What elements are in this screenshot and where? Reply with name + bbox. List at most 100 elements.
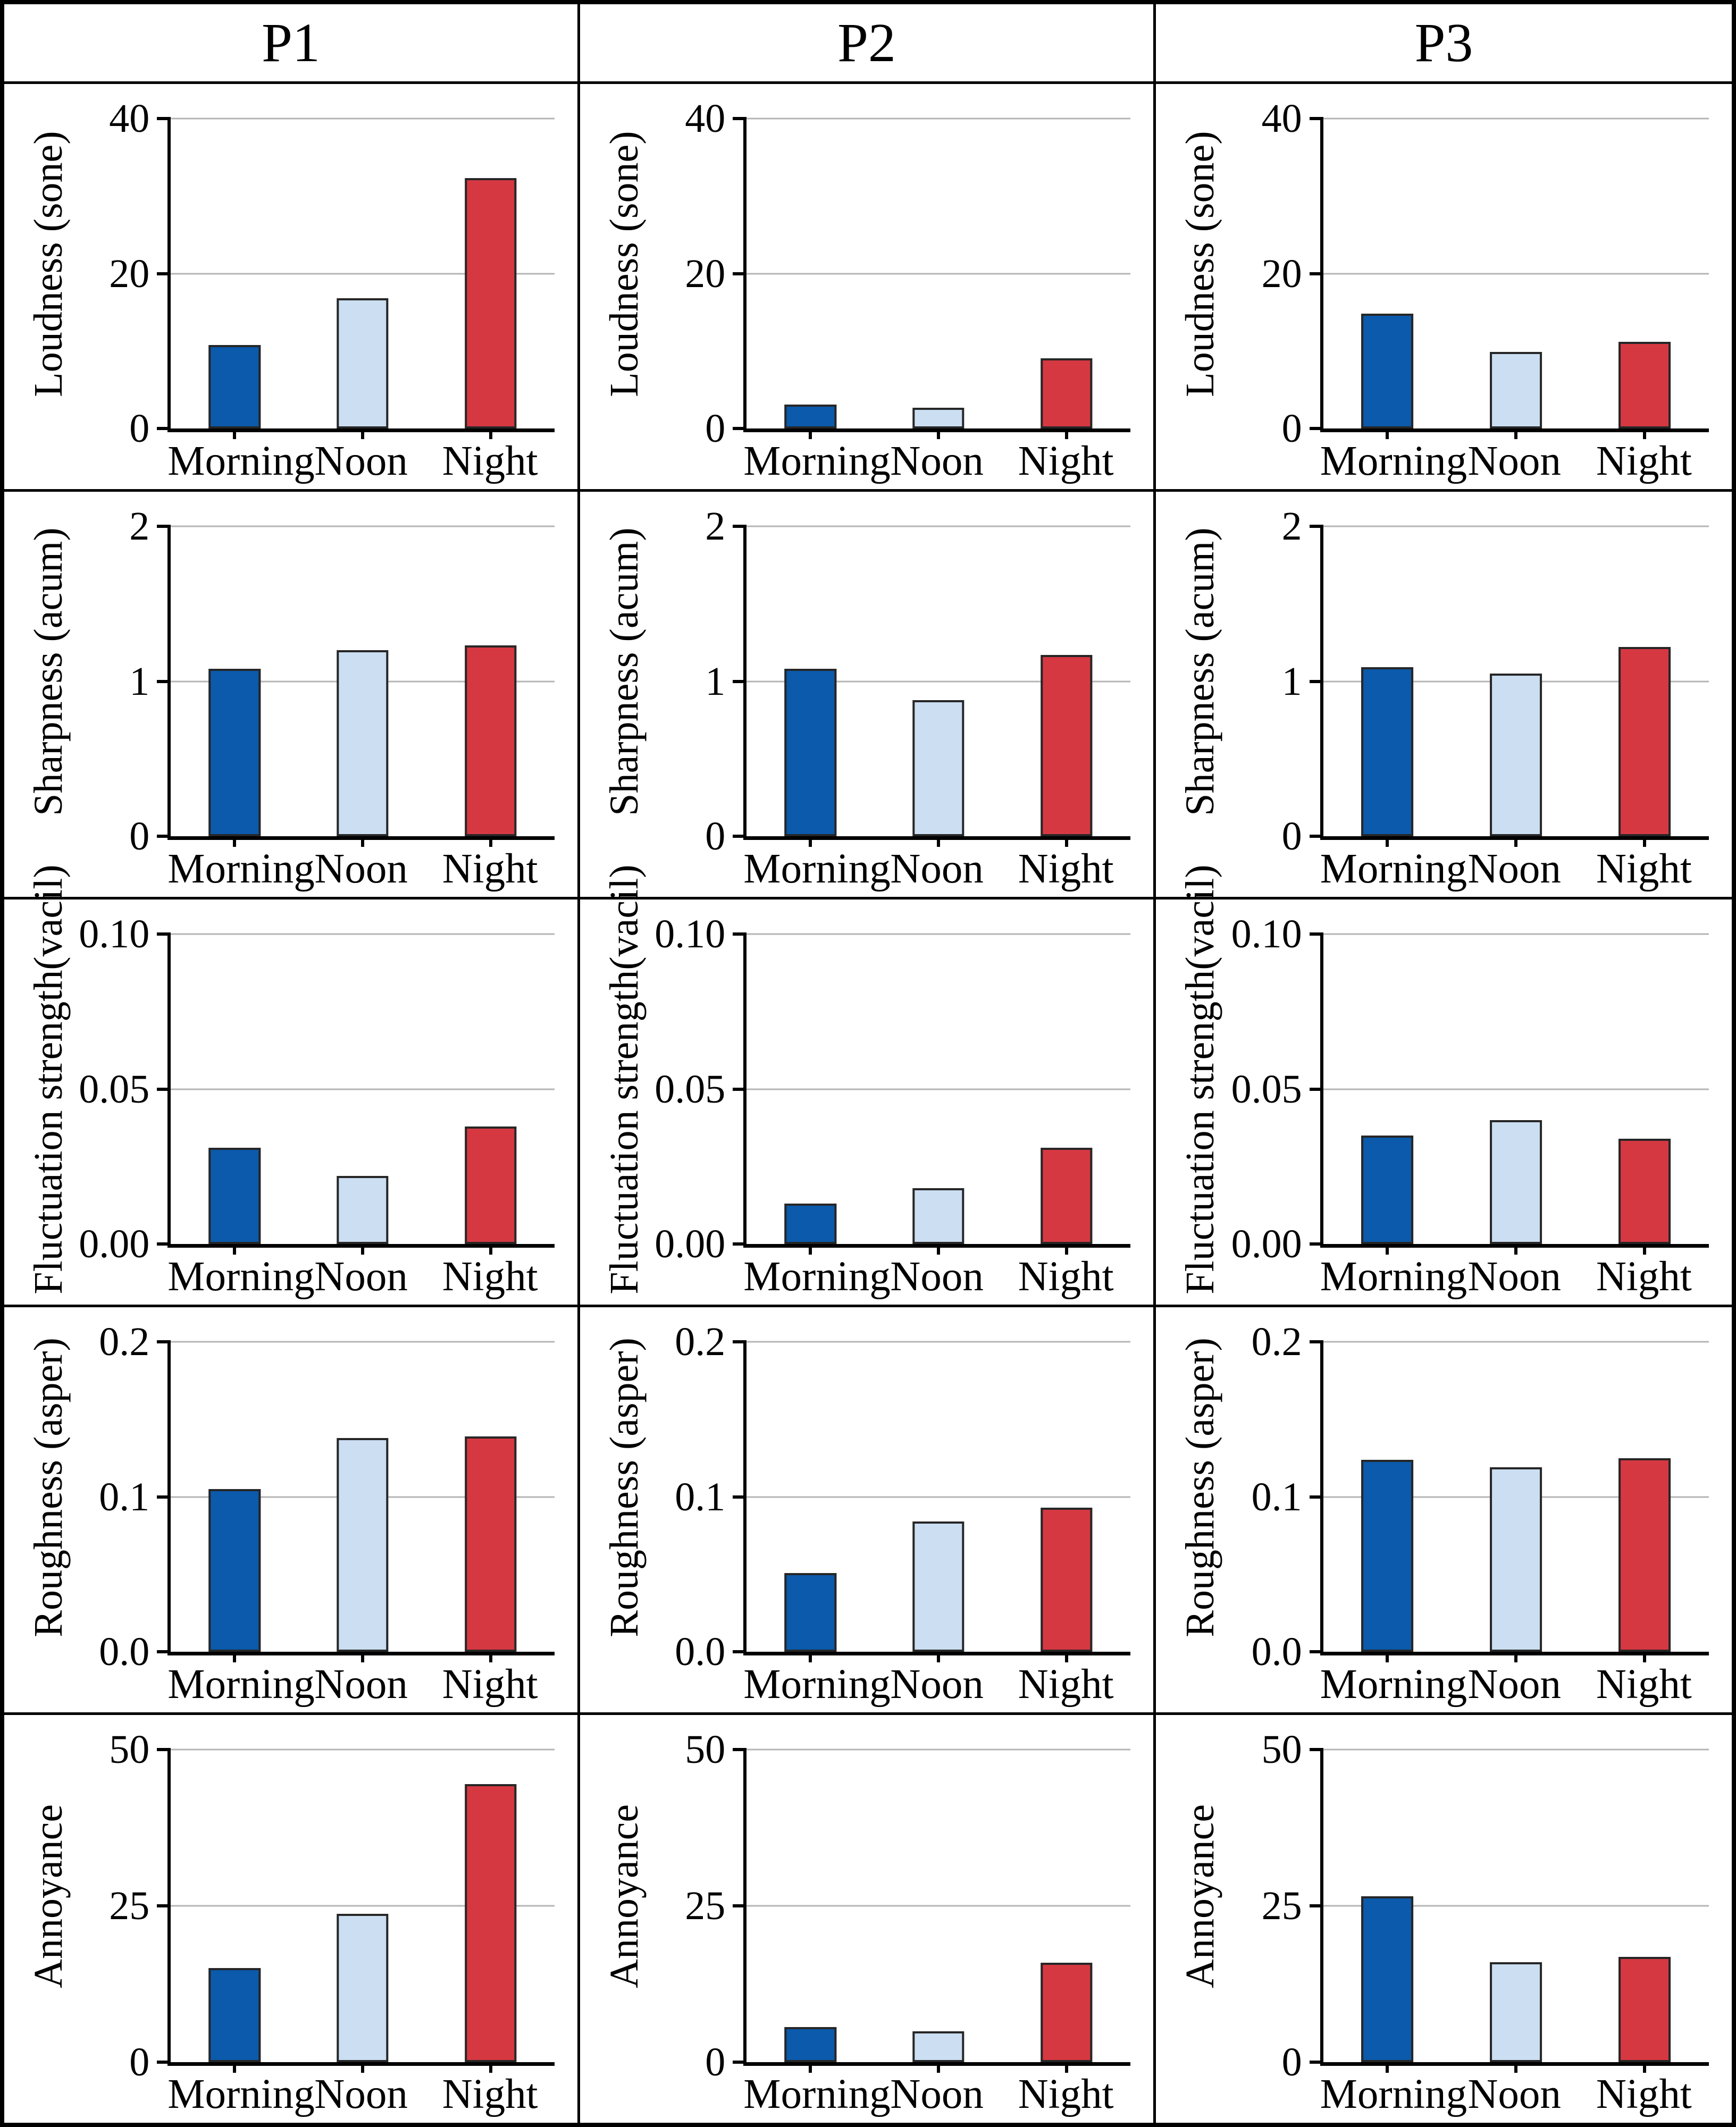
x-tick-mark	[1642, 1244, 1646, 1255]
x-axis-labels: Morning Noon Night	[743, 2071, 1130, 2125]
x-category-label: Night	[1596, 2071, 1692, 2118]
x-category-label: Noon	[890, 845, 984, 892]
bar-night	[464, 1784, 517, 2062]
y-tick-label: 0.1	[99, 1474, 150, 1519]
y-tick-mark	[733, 835, 747, 838]
gridline	[171, 933, 555, 935]
plot-area: 0 1 2	[705, 506, 1130, 856]
x-axis-labels: Morning Noon Night	[1320, 1254, 1709, 1307]
gridline	[171, 117, 555, 120]
x-category-label: Noon	[890, 2071, 984, 2118]
x-tick-mark	[809, 2062, 812, 2073]
panel-header-label: P1	[262, 12, 320, 73]
x-category-label: Night	[442, 845, 538, 892]
chart-panel: Fluctuation strength(vacil) 0.00 0.05 0.10…	[580, 864, 1156, 1307]
chart-panel: Loudness (sone) 0 20 40 Morning Noon Night	[4, 84, 580, 492]
chart-panel: Loudness (sone) 0 20 40 Morning Noon Night	[580, 84, 1156, 492]
x-tick-mark	[809, 428, 812, 440]
chart-panel: Fluctuation strength(vacil) 0.00 0.05 0.10…	[4, 864, 580, 1307]
y-tick-mark	[733, 1087, 747, 1091]
x-category-label: Noon	[890, 1661, 984, 1708]
y-axis-label: Sharpness (acum)	[1178, 527, 1222, 817]
y-axis-label: Fluctuation strength(vacil)	[602, 864, 647, 1295]
x-tick-mark	[1386, 2062, 1389, 2073]
x-tick-mark	[937, 428, 941, 440]
bar-noon	[337, 1914, 389, 2062]
x-axis-labels: Morning Noon Night	[743, 1254, 1130, 1307]
x-tick-mark	[1064, 1652, 1068, 1663]
x-category-label: Noon	[314, 1661, 408, 1708]
y-tick-mark	[157, 1242, 171, 1246]
y-tick-mark	[1309, 1748, 1323, 1752]
y-tick-mark	[733, 272, 747, 275]
y-tick-label: 1	[129, 659, 150, 704]
y-tick-label: 25	[1261, 1883, 1302, 1928]
bar-morning	[208, 344, 261, 429]
x-category-label: Night	[442, 1661, 538, 1708]
y-tick-mark	[1309, 272, 1323, 275]
y-tick-mark	[157, 1904, 171, 1907]
gridline	[1323, 933, 1709, 935]
bar-noon	[337, 1175, 389, 1245]
bar-morning	[784, 1204, 837, 1245]
x-tick-mark	[1064, 428, 1068, 440]
bar-noon	[912, 407, 965, 429]
gridline	[1323, 1748, 1709, 1751]
y-tick-label: 0.1	[1251, 1474, 1302, 1519]
bar-night	[464, 1436, 517, 1652]
chart-panel: Loudness (sone) 0 20 40 Morning Noon Night	[1156, 84, 1732, 492]
x-tick-mark	[809, 836, 812, 847]
gridline	[747, 1905, 1130, 1907]
y-tick-mark	[1309, 1340, 1323, 1343]
gridline	[171, 1088, 555, 1090]
y-tick-label: 50	[685, 1727, 726, 1772]
x-axis-labels: Morning Noon Night	[167, 846, 555, 899]
gridline	[1323, 1341, 1709, 1343]
x-tick-mark	[937, 836, 941, 847]
y-axis-label: Fluctuation strength(vacil)	[26, 864, 71, 1295]
plot-area: 0 25 50	[109, 1729, 555, 2082]
y-tick-label: 0.05	[1231, 1066, 1302, 1112]
y-tick-mark	[157, 1340, 171, 1343]
panel-header-p2: P2	[580, 4, 1156, 84]
y-axis-label: Loudness (sone)	[602, 131, 647, 398]
bar-morning	[1361, 314, 1414, 429]
x-category-label: Morning	[1320, 1661, 1467, 1708]
x-tick-mark	[937, 1244, 941, 1255]
bar-morning	[1361, 1896, 1414, 2062]
y-tick-mark	[1309, 2060, 1323, 2064]
y-tick-label: 0	[129, 406, 150, 451]
x-tick-mark	[233, 836, 237, 847]
x-category-label: Morning	[1320, 2071, 1467, 2118]
x-tick-mark	[489, 2062, 492, 2073]
y-axis-label: Roughness (asper)	[1178, 1338, 1222, 1637]
y-axis-label: Loudness (sone)	[1178, 131, 1222, 398]
bar-morning	[1361, 1459, 1414, 1652]
x-axis-labels: Morning Noon Night	[1320, 438, 1709, 492]
bar-noon	[912, 700, 965, 837]
bar-morning	[208, 1489, 261, 1652]
y-axis-label: Sharpness (acum)	[602, 527, 647, 817]
y-axis-label: Annoyance	[1178, 1804, 1222, 1989]
x-tick-mark	[489, 836, 492, 847]
x-category-label: Morning	[743, 845, 891, 892]
chart-panel: Fluctuation strength(vacil) 0.00 0.05 0.10…	[1156, 865, 1732, 1307]
x-axis-labels: Morning Noon Night	[167, 1661, 555, 1715]
gridline	[747, 1748, 1130, 1751]
bar-night	[1618, 647, 1671, 837]
y-tick-mark	[1309, 524, 1323, 528]
gridline	[747, 1496, 1130, 1498]
bar-night	[1040, 1507, 1093, 1652]
y-tick-mark	[1309, 116, 1323, 120]
x-tick-mark	[1642, 428, 1646, 440]
x-category-label: Morning	[167, 1253, 315, 1300]
x-category-label: Noon	[890, 1253, 984, 1300]
x-axis-labels: Morning Noon Night	[1320, 1661, 1709, 1715]
x-category-label: Noon	[1467, 2071, 1561, 2118]
bar-noon	[337, 1437, 389, 1652]
bar-noon	[337, 650, 389, 837]
x-category-label: Night	[1018, 845, 1114, 892]
plot-area: 0.0 0.1 0.2	[675, 1322, 1130, 1672]
chart-panel: Annoyance 0 25 50 Morning Noon Night	[4, 1715, 580, 2123]
x-tick-mark	[1064, 836, 1068, 847]
